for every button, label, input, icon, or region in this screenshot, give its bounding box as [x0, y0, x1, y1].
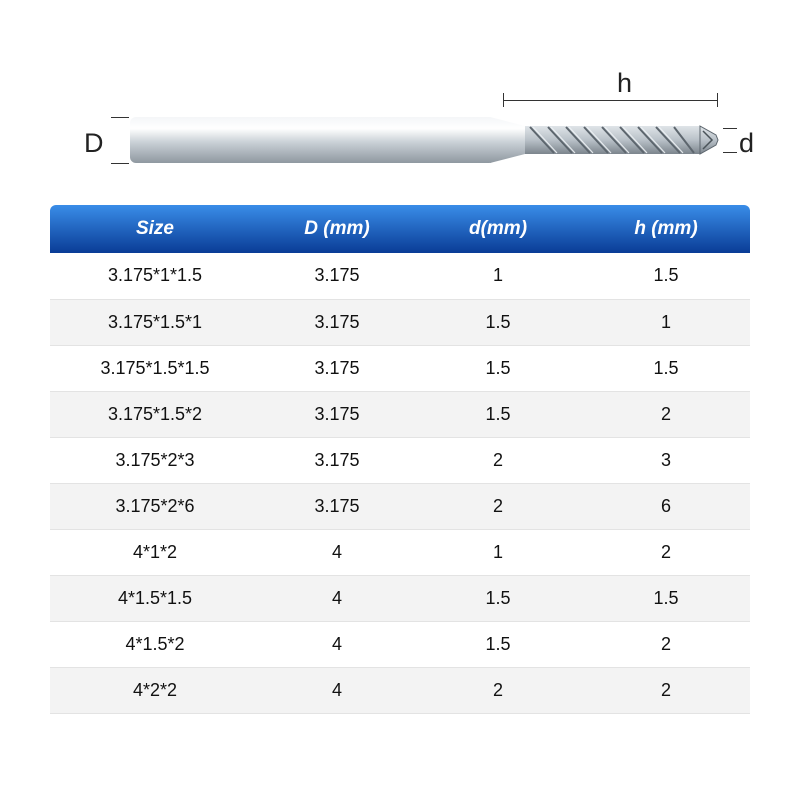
table-cell: 2: [414, 437, 582, 483]
table-cell: 3.175: [260, 483, 414, 529]
dimension-tick: [723, 152, 737, 153]
table-cell: 3.175*2*6: [50, 483, 260, 529]
table-cell: 1: [414, 253, 582, 299]
table-header: Size D (mm) d(mm) h (mm): [50, 205, 750, 253]
table-cell: 3.175*2*3: [50, 437, 260, 483]
table-row: 3.175*2*33.17523: [50, 437, 750, 483]
table-cell: 4*2*2: [50, 667, 260, 713]
table-cell: 3.175: [260, 345, 414, 391]
table-cell: 3.175: [260, 391, 414, 437]
table-cell: 2: [414, 483, 582, 529]
table-cell: 3: [582, 437, 750, 483]
table-cell: 1.5: [414, 621, 582, 667]
table-cell: 2: [582, 621, 750, 667]
tool-diagram: D d h: [0, 0, 800, 205]
table-cell: 3.175*1.5*1: [50, 299, 260, 345]
table-row: 4*1.5*1.541.51.5: [50, 575, 750, 621]
milling-tool-icon: [130, 115, 720, 165]
table-row: 3.175*2*63.17526: [50, 483, 750, 529]
table-cell: 4*1.5*1.5: [50, 575, 260, 621]
table-cell: 3.175: [260, 253, 414, 299]
table-cell: 1.5: [414, 299, 582, 345]
table-row: 3.175*1.5*13.1751.51: [50, 299, 750, 345]
col-header-d: d(mm): [414, 205, 582, 253]
table-row: 4*2*2422: [50, 667, 750, 713]
table-cell: 1.5: [414, 575, 582, 621]
table-cell: 1.5: [582, 253, 750, 299]
dimension-label-d: d: [739, 128, 754, 159]
table-cell: 1.5: [414, 345, 582, 391]
table-row: 3.175*1.5*1.53.1751.51.5: [50, 345, 750, 391]
table-cell: 2: [414, 667, 582, 713]
dimension-tick: [111, 163, 129, 164]
table-cell: 4: [260, 667, 414, 713]
dimension-tick: [111, 117, 129, 118]
dimension-tick: [723, 128, 737, 129]
table-cell: 1.5: [414, 391, 582, 437]
table-cell: 1.5: [582, 575, 750, 621]
table-body: 3.175*1*1.53.17511.53.175*1.5*13.1751.51…: [50, 253, 750, 713]
col-header-D: D (mm): [260, 205, 414, 253]
table-cell: 3.175: [260, 299, 414, 345]
table-cell: 3.175*1*1.5: [50, 253, 260, 299]
table-cell: 3.175: [260, 437, 414, 483]
table-cell: 3.175*1.5*2: [50, 391, 260, 437]
spec-table-container: Size D (mm) d(mm) h (mm) 3.175*1*1.53.17…: [50, 205, 750, 714]
dimension-tick: [717, 93, 718, 107]
dimension-label-D: D: [84, 128, 104, 159]
table-cell: 4: [260, 575, 414, 621]
table-cell: 4: [260, 621, 414, 667]
table-row: 4*1.5*241.52: [50, 621, 750, 667]
table-cell: 3.175*1.5*1.5: [50, 345, 260, 391]
dimension-line-h: [503, 100, 718, 101]
spec-table: Size D (mm) d(mm) h (mm) 3.175*1*1.53.17…: [50, 205, 750, 714]
table-cell: 2: [582, 529, 750, 575]
table-cell: 2: [582, 391, 750, 437]
table-cell: 1: [414, 529, 582, 575]
dimension-tick: [503, 93, 504, 107]
table-cell: 4*1.5*2: [50, 621, 260, 667]
col-header-h: h (mm): [582, 205, 750, 253]
table-cell: 1.5: [582, 345, 750, 391]
table-row: 3.175*1.5*23.1751.52: [50, 391, 750, 437]
table-cell: 6: [582, 483, 750, 529]
col-header-size: Size: [50, 205, 260, 253]
table-row: 3.175*1*1.53.17511.5: [50, 253, 750, 299]
table-cell: 2: [582, 667, 750, 713]
table-cell: 4: [260, 529, 414, 575]
table-row: 4*1*2412: [50, 529, 750, 575]
table-cell: 4*1*2: [50, 529, 260, 575]
table-cell: 1: [582, 299, 750, 345]
dimension-label-h: h: [617, 68, 632, 99]
